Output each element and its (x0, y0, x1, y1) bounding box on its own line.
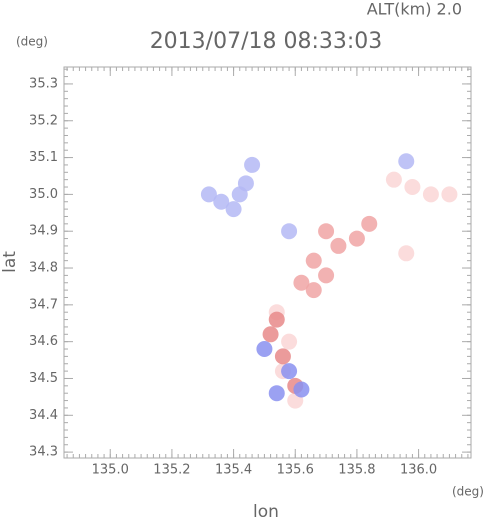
data-point (293, 274, 310, 291)
plot-frame (63, 66, 472, 459)
x-tick-label: 136.0 (400, 463, 437, 478)
y-tick-label: 35.1 (29, 150, 58, 165)
y-tick-label: 34.7 (29, 297, 58, 312)
data-point (281, 333, 298, 350)
y-tick-label: 34.6 (29, 334, 58, 349)
x-tick-label: 135.0 (92, 463, 129, 478)
data-point (225, 201, 242, 218)
x-unit: (deg) (452, 485, 484, 499)
y-tick-label: 35.0 (29, 187, 58, 202)
data-point (404, 179, 421, 196)
y-tick-label: 35.3 (29, 76, 58, 91)
data-point (441, 186, 458, 203)
chart-title: 2013/07/18 08:33:03 (150, 29, 383, 54)
data-point (200, 186, 217, 203)
data-point (385, 171, 402, 188)
data-point (231, 186, 248, 203)
data-point (274, 348, 291, 365)
data-point (398, 245, 415, 262)
data-point (262, 326, 279, 343)
data-point (318, 267, 335, 284)
data-point (281, 223, 298, 240)
y-tick-label: 34.5 (29, 371, 58, 386)
data-point (422, 186, 439, 203)
y-tick-label: 34.9 (29, 224, 58, 239)
x-axis-label: lon (253, 502, 279, 521)
data-point (281, 363, 298, 380)
y-tick-label: 35.2 (29, 113, 58, 128)
data-point (268, 311, 285, 328)
y-unit: (deg) (16, 35, 48, 49)
data-point (268, 385, 285, 402)
x-tick-label: 135.6 (277, 463, 314, 478)
x-tick-label: 135.4 (215, 463, 252, 478)
x-tick-label: 135.2 (153, 463, 190, 478)
data-point (256, 341, 273, 358)
data-point (305, 252, 322, 269)
data-point (361, 215, 378, 232)
y-tick-label: 34.8 (29, 261, 58, 276)
data-point (305, 282, 322, 299)
data-point (398, 153, 415, 170)
y-tick-label: 34.3 (29, 445, 58, 460)
data-point (213, 193, 230, 210)
data-point (318, 223, 335, 240)
data-point (330, 237, 347, 254)
y-tick-label: 34.4 (29, 408, 58, 423)
subtitle: ALT(km) 2.0 (367, 0, 462, 19)
x-tick-label: 135.8 (338, 463, 375, 478)
y-axis-label: lat (0, 251, 20, 273)
data-point (293, 381, 310, 398)
data-point (348, 230, 365, 247)
data-point (244, 156, 261, 173)
